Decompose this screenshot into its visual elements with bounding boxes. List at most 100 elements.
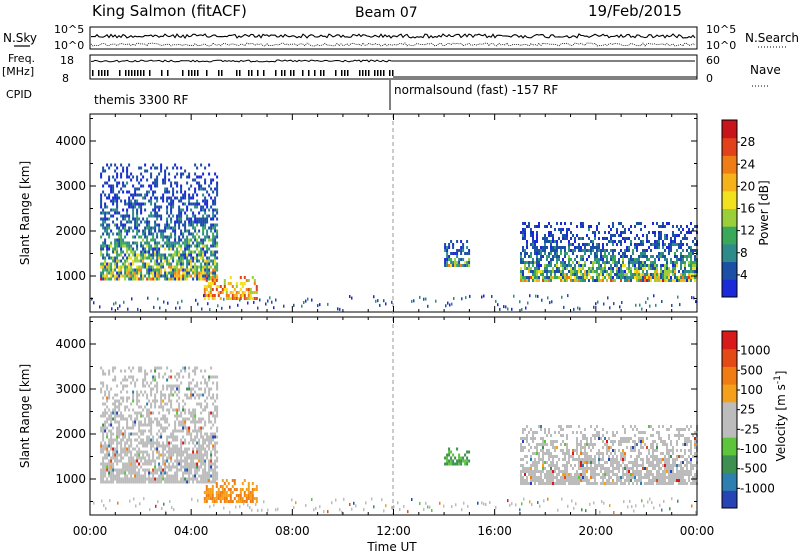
- heatmap-cell: [552, 443, 554, 446]
- heatmap-cell: [136, 453, 139, 457]
- heatmap-cell: [534, 240, 536, 243]
- heatmap-cell: [100, 223, 103, 227]
- heatmap-cell: [624, 428, 626, 431]
- heatmap-cell: [170, 480, 173, 484]
- heatmap-cell: [116, 232, 119, 236]
- heatmap-cell: [116, 393, 119, 397]
- heatmap-cell: [606, 467, 608, 470]
- heatmap-cell: [666, 428, 668, 431]
- heatmap-cell: [576, 446, 578, 449]
- heatmap-cell: [619, 305, 621, 309]
- heatmap-cell: [186, 450, 189, 454]
- nave-mark: [140, 70, 142, 76]
- power-ylabel: Slant Range [km]: [18, 161, 32, 265]
- heatmap-cell: [158, 226, 161, 230]
- heatmap-cell: [209, 291, 212, 294]
- heatmap-cell: [114, 402, 117, 406]
- heatmap-cell: [120, 414, 123, 418]
- heatmap-cell: [196, 366, 199, 370]
- heatmap-cell: [128, 217, 131, 221]
- heatmap-cell: [102, 217, 105, 221]
- heatmap-cell: [634, 464, 636, 467]
- heatmap-cell: [140, 277, 143, 281]
- heatmap-cell: [150, 253, 153, 257]
- heatmap-cell: [138, 253, 141, 257]
- heatmap-cell: [130, 205, 133, 209]
- heatmap-cell: [283, 304, 285, 308]
- heatmap-cell: [534, 225, 536, 228]
- heatmap-cell: [130, 381, 133, 385]
- heatmap-cell: [138, 405, 141, 409]
- heatmap-cell: [207, 494, 210, 497]
- heatmap-cell: [202, 208, 205, 212]
- heatmap-cell: [134, 202, 137, 206]
- heatmap-cell: [662, 225, 664, 228]
- heatmap-cell: [688, 449, 690, 452]
- heatmap-cell: [196, 181, 199, 185]
- heatmap-cell: [640, 228, 642, 231]
- heatmap-cell: [216, 474, 219, 478]
- heatmap-cell: [642, 446, 644, 449]
- heatmap-cell: [247, 301, 249, 305]
- heatmap-cell: [522, 479, 524, 482]
- heatmap-cell: [190, 393, 193, 397]
- heatmap-cell: [118, 229, 121, 233]
- heatmap-cell: [166, 456, 169, 460]
- heatmap-cell: [670, 455, 672, 458]
- heatmap-cell: [212, 447, 215, 451]
- heatmap-cell: [612, 255, 614, 258]
- heatmap-cell: [216, 408, 219, 412]
- heatmap-cell: [446, 462, 449, 466]
- heatmap-cell: [150, 175, 153, 179]
- heatmap-cell: [560, 252, 562, 255]
- heatmap-cell: [176, 265, 179, 269]
- heatmap-cell: [190, 274, 193, 278]
- heatmap-cell: [112, 268, 115, 272]
- heatmap-cell: [624, 273, 626, 276]
- heatmap-cell: [552, 267, 554, 270]
- heatmap-cell: [642, 276, 644, 279]
- heatmap-cell: [616, 461, 618, 464]
- heatmap-cell: [138, 426, 141, 430]
- heatmap-cell: [144, 274, 147, 278]
- heatmap-cell: [207, 291, 210, 294]
- heatmap-cell: [462, 249, 465, 252]
- heatmap-cell: [606, 461, 608, 464]
- heatmap-cell: [564, 246, 566, 249]
- heatmap-cell: [231, 285, 234, 288]
- heatmap-cell: [208, 184, 211, 188]
- heatmap-cell: [691, 296, 693, 300]
- heatmap-cell: [190, 414, 193, 418]
- heatmap-cell: [142, 262, 145, 266]
- heatmap-cell: [606, 479, 608, 482]
- heatmap-cell: [148, 256, 151, 260]
- heatmap-cell: [251, 494, 254, 497]
- heatmap-cell: [182, 253, 185, 257]
- heatmap-cell: [130, 271, 133, 275]
- heatmap-cell: [684, 452, 686, 455]
- heatmap-cell: [146, 250, 149, 254]
- heatmap-cell: [654, 449, 656, 452]
- heatmap-cell: [126, 423, 129, 427]
- heatmap-cell: [166, 408, 169, 412]
- heatmap-cell: [614, 467, 616, 470]
- heatmap-cell: [524, 231, 526, 234]
- heatmap-cell: [674, 434, 676, 437]
- heatmap-cell: [116, 444, 119, 448]
- heatmap-cell: [532, 243, 534, 246]
- heatmap-cell: [200, 402, 203, 406]
- heatmap-cell: [207, 491, 210, 494]
- heatmap-cell: [186, 208, 189, 212]
- heatmap-cell: [562, 482, 564, 485]
- heatmap-cell: [194, 444, 197, 448]
- heatmap-cell: [140, 265, 143, 269]
- heatmap-cell: [100, 244, 103, 248]
- heatmap-cell: [604, 252, 606, 255]
- heatmap-cell: [211, 497, 214, 500]
- heatmap-cell: [178, 387, 181, 391]
- heatmap-cell: [110, 477, 113, 481]
- heatmap-cell: [216, 477, 219, 481]
- heatmap-cell: [122, 262, 125, 266]
- heatmap-cell: [528, 482, 530, 485]
